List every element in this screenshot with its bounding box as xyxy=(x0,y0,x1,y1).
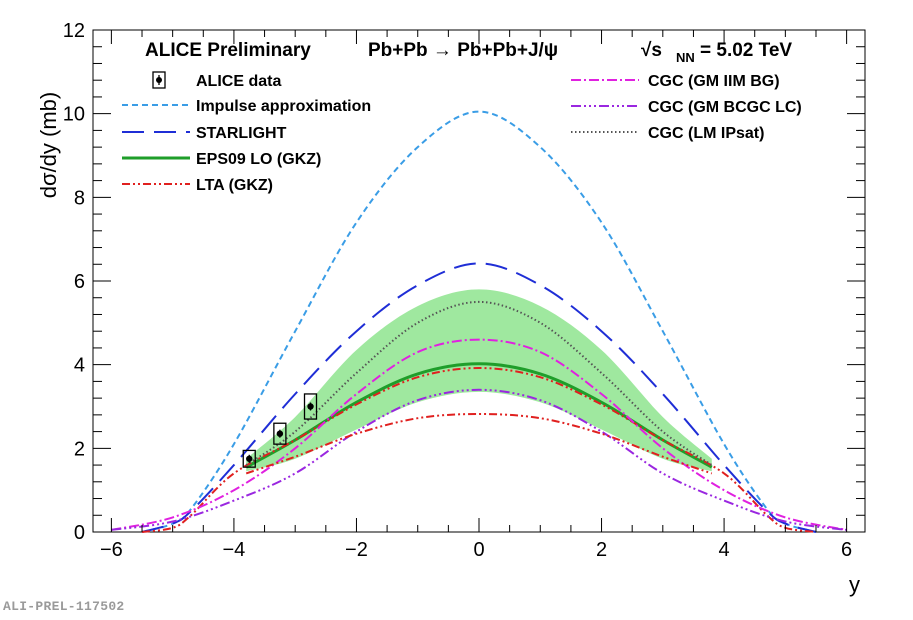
energy-sqrt-s: √s xyxy=(641,40,662,61)
axes: −6 −4 −2 0 2 4 6 0 2 4 6 8 10 12 xyxy=(63,20,865,561)
legend-label: CGC (LM IPsat) xyxy=(648,125,764,142)
alice-data-point xyxy=(307,403,314,410)
x-tick-label: −6 xyxy=(100,539,123,561)
y-tick-label: 0 xyxy=(74,522,85,544)
y-tick-label: 4 xyxy=(74,355,85,377)
reaction-label: Pb+Pb → Pb+Pb+J/ψ xyxy=(368,40,558,61)
alice-data-syst-box xyxy=(303,393,318,420)
points-layer xyxy=(242,393,318,468)
legend-label: Impulse approximation xyxy=(196,98,371,115)
y-tick-label: 6 xyxy=(74,271,85,293)
alice-data-point xyxy=(276,430,284,437)
series-line-impulse-approximation xyxy=(141,110,817,533)
x-tick-label: 2 xyxy=(596,539,607,561)
energy-subscript: NN xyxy=(676,50,695,65)
series-line-cgc-lower xyxy=(245,412,713,475)
y-tick-label: 12 xyxy=(63,20,85,42)
y-tick-label: 2 xyxy=(74,438,85,460)
x-tick-label: 4 xyxy=(719,539,730,561)
y-tick-label: 10 xyxy=(63,104,85,126)
y-tick-label: 8 xyxy=(74,187,85,209)
energy-label: √s NN = 5.02 TeV xyxy=(641,40,792,65)
x-tick-label: 0 xyxy=(473,539,484,561)
legend-label: ALICE data xyxy=(196,73,281,90)
chart-title: ALICE Preliminary xyxy=(145,40,311,61)
legend-label: CGC (GM BCGC LC) xyxy=(648,99,802,116)
series-line-cgc-gm-bcgc-lc- xyxy=(111,388,847,531)
figure-reference: ALI-PREL-117502 xyxy=(3,599,125,614)
series-line-starlight xyxy=(141,262,817,533)
legend-label: LTA (GKZ) xyxy=(196,177,273,194)
legend: ALICE data Impulse approximation STARLIGHT… xyxy=(122,71,802,194)
legend-label: STARLIGHT xyxy=(196,125,287,142)
energy-value: = 5.02 TeV xyxy=(700,40,792,61)
legend-alice-box xyxy=(152,71,166,89)
alice-data-syst-box xyxy=(273,422,287,445)
y-axis-label: dσ/dy (mb) xyxy=(36,92,61,199)
legend-label: EPS09 LO (GKZ) xyxy=(196,151,321,168)
alice-data-syst-box xyxy=(242,449,256,468)
series-line-lta-gkz- xyxy=(141,366,817,533)
band-layer xyxy=(246,289,712,472)
x-tick-label: 6 xyxy=(841,539,852,561)
legend-label: CGC (GM IIM BG) xyxy=(648,73,780,90)
x-tick-label: −2 xyxy=(345,539,368,561)
series-line-cgc-gm-iim-bg- xyxy=(111,338,847,531)
alice-data-point xyxy=(246,455,253,462)
eps09-uncertainty-band xyxy=(246,289,712,472)
x-tick-label: −4 xyxy=(223,539,246,561)
x-axis-label: y xyxy=(849,572,860,597)
